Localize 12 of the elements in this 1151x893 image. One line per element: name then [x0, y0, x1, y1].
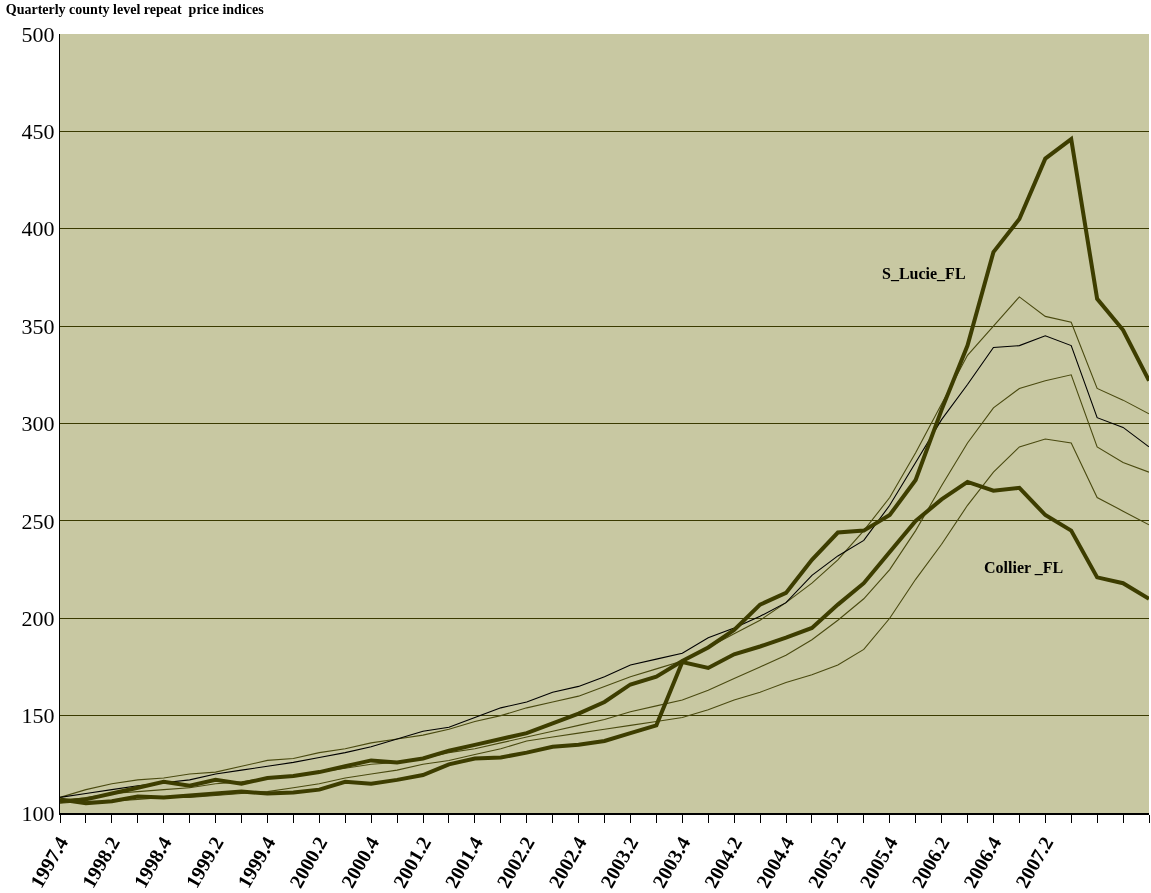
y-tick-label: 350	[21, 313, 55, 339]
y-tick-label: 400	[21, 216, 55, 242]
chart-title: Quarterly county level repeat price indices	[5, 2, 265, 18]
y-tick-label: 300	[21, 411, 55, 437]
series-label: Collier _FL	[984, 559, 1064, 576]
y-tick-label: 500	[21, 21, 55, 47]
y-tick-label: 450	[21, 119, 55, 145]
y-tick-label: 250	[21, 508, 55, 534]
series-label: S_Lucie_FL	[882, 265, 966, 282]
y-tick-label: 200	[21, 605, 55, 631]
y-tick-label: 150	[21, 703, 55, 729]
y-tick-label: 100	[21, 800, 55, 826]
